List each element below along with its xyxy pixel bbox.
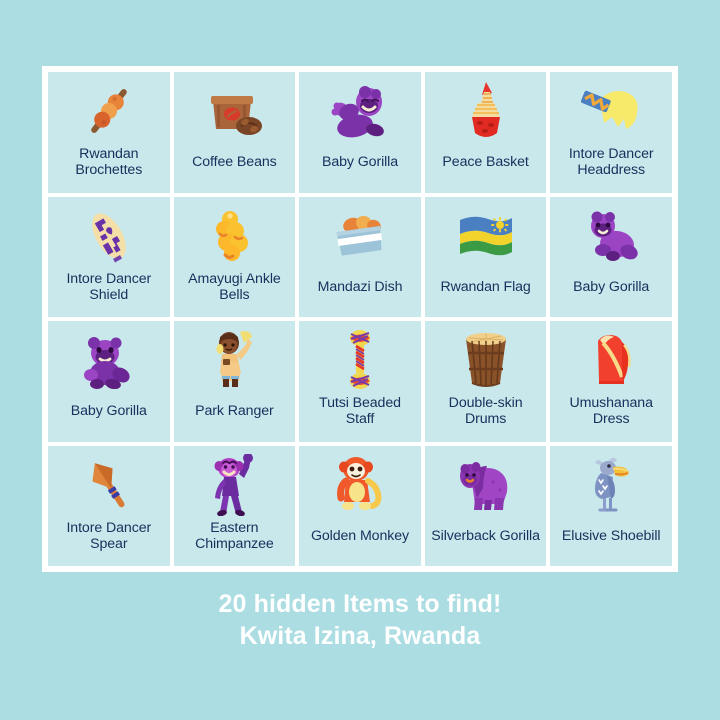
footer-subtitle: Kwita Izina, Rwanda: [239, 622, 481, 650]
cell-label: Double-skin Drums: [448, 395, 523, 428]
items-grid: Rwandan Brochettes: [48, 72, 672, 566]
grid-cell[interactable]: Tutsi Beaded Staff: [299, 321, 421, 442]
cell-label: Baby Gorilla: [321, 154, 399, 171]
intore-dancer-headdress-icon: [553, 80, 669, 142]
cell-label: Rwandan Flag: [440, 278, 531, 295]
grid-cell[interactable]: Golden Monkey: [299, 445, 421, 566]
grid-cell[interactable]: Coffee Beans: [173, 72, 296, 193]
cell-label: Intore Dancer Shield: [66, 270, 152, 303]
grid-cell[interactable]: Umushanana Dress: [550, 321, 672, 442]
grid-cell[interactable]: Intore Dancer Shield: [48, 196, 170, 317]
cell-label: Intore Dancer Spear: [66, 519, 152, 552]
cell-label: Tutsi Beaded Staff: [319, 395, 401, 428]
grid-cell[interactable]: Elusive Shoebill: [550, 445, 672, 566]
cell-label: Amayugi Ankle Bells: [188, 270, 281, 303]
intore-dancer-spear-icon: [51, 454, 167, 516]
baby-gorilla-sitting-icon: [51, 329, 167, 391]
elusive-shoebill-icon: [553, 454, 669, 516]
park-ranger-icon: [177, 329, 293, 391]
cell-label: Baby Gorilla: [70, 403, 147, 420]
intore-dancer-shield-icon: [51, 205, 167, 267]
golden-monkey-icon: [302, 454, 418, 516]
cell-label: Baby Gorilla: [573, 278, 650, 295]
grid-cell[interactable]: Amayugi Ankle Bells: [173, 196, 296, 317]
items-card: Rwandan Brochettes: [42, 66, 678, 572]
cell-label: Mandazi Dish: [317, 278, 403, 295]
grid-cell[interactable]: Intore Dancer Spear: [48, 445, 170, 566]
mandazi-dish-icon: [302, 205, 418, 267]
baby-gorilla-crawling-icon: [553, 205, 669, 267]
double-skin-drums-icon: [428, 329, 544, 391]
peace-basket-icon: [428, 80, 544, 142]
grid-cell[interactable]: Rwandan Flag: [424, 196, 547, 317]
grid-cell[interactable]: Rwandan Brochettes: [48, 72, 170, 193]
baby-gorilla-waving-icon: [302, 80, 418, 142]
cell-label: Silverback Gorilla: [431, 527, 540, 544]
grid-cell[interactable]: Eastern Chimpanzee: [173, 445, 296, 566]
grid-cell[interactable]: Double-skin Drums: [424, 321, 547, 442]
grid-cell[interactable]: Park Ranger: [173, 321, 296, 442]
cell-label: Golden Monkey: [310, 527, 410, 544]
eastern-chimpanzee-icon: [177, 453, 293, 516]
cell-label: Intore Dancer Headdress: [568, 146, 654, 179]
umushanana-dress-icon: [553, 329, 669, 391]
grid-cell[interactable]: Peace Basket: [424, 72, 547, 193]
grid-cell[interactable]: Baby Gorilla: [299, 72, 421, 193]
grid-cell[interactable]: Mandazi Dish: [299, 196, 421, 317]
grid-cell[interactable]: Baby Gorilla: [48, 321, 170, 442]
brochettes-icon: [51, 80, 167, 142]
cell-label: Peace Basket: [442, 154, 529, 171]
rwandan-flag-icon: [428, 205, 544, 267]
amayugi-ankle-bells-icon: [177, 205, 293, 267]
cell-label: Elusive Shoebill: [561, 527, 661, 544]
footer-headline: 20 hidden Items to find!: [218, 590, 502, 618]
grid-cell[interactable]: Silverback Gorilla: [424, 445, 547, 566]
grid-cell[interactable]: Baby Gorilla: [550, 196, 672, 317]
cell-label: Eastern Chimpanzee: [195, 519, 274, 552]
grid-cell[interactable]: Intore Dancer Headdress: [550, 72, 672, 193]
cell-label: Umushanana Dress: [569, 395, 653, 428]
cell-label: Park Ranger: [195, 403, 274, 420]
footer: 20 hidden Items to find! Kwita Izina, Rw…: [0, 588, 720, 652]
cell-label: Rwandan Brochettes: [75, 146, 143, 179]
cell-label: Coffee Beans: [192, 154, 277, 171]
tutsi-beaded-staff-icon: [302, 329, 418, 391]
coffee-beans-icon: [177, 80, 293, 142]
silverback-gorilla-icon: [428, 454, 544, 516]
